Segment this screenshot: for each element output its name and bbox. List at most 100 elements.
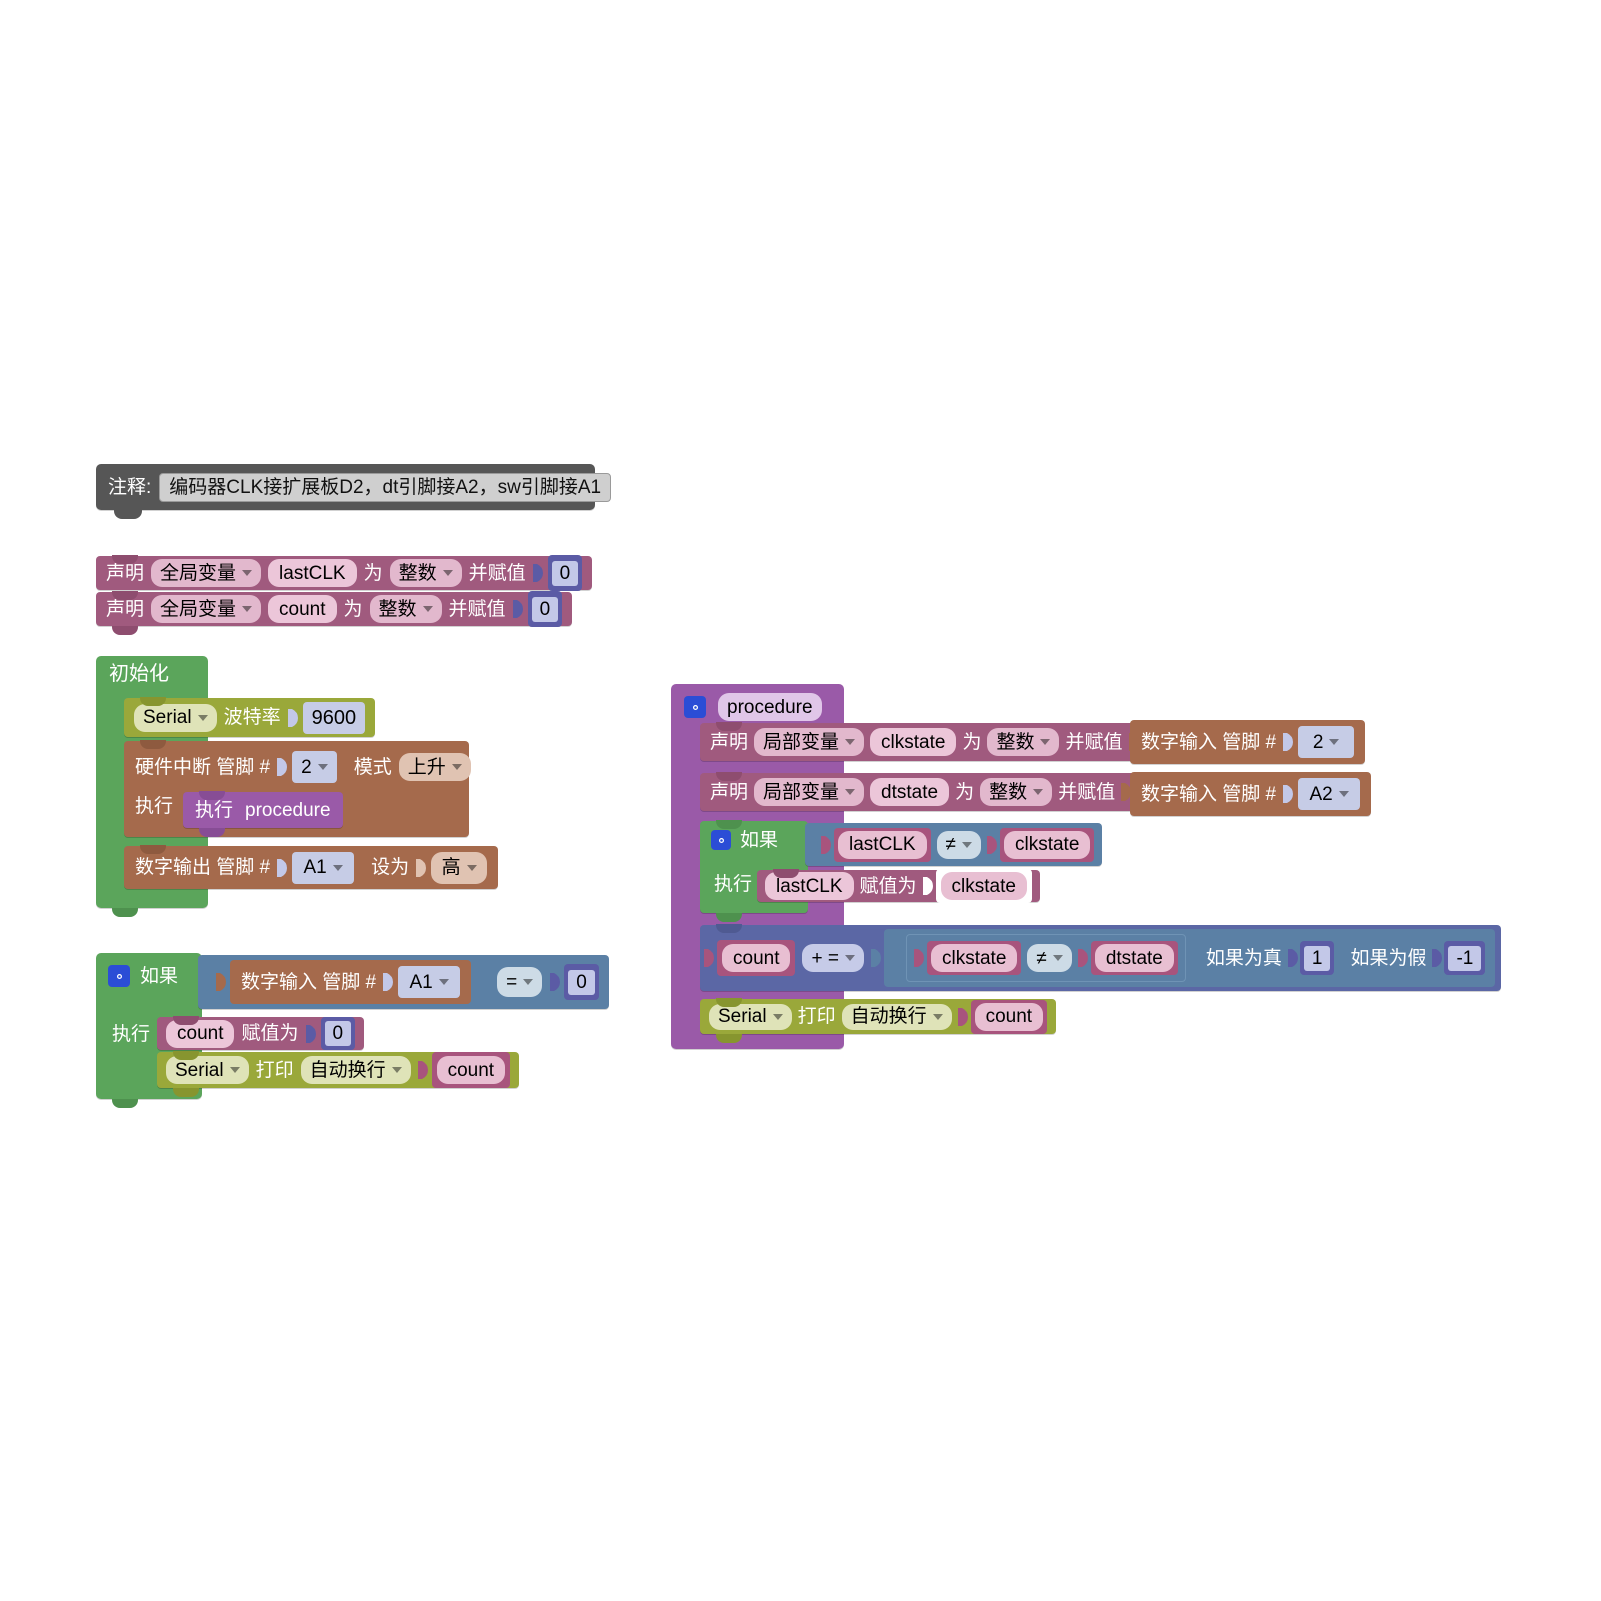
value-block-number[interactable]: 0 [527, 591, 563, 627]
digital-write-state-dropdown[interactable]: 高 [431, 851, 488, 884]
variable-name-field[interactable]: clkstate [1003, 830, 1091, 859]
if-condition-compare-block[interactable]: 数字输入 管脚 # A1 = 0 [198, 955, 609, 1009]
number-field[interactable]: -1 [1448, 945, 1482, 971]
value-plug [512, 600, 523, 618]
serial-print-block[interactable]: Serial 打印 自动换行 count [157, 1051, 520, 1097]
gear-icon[interactable] [711, 830, 731, 850]
value-plug [417, 1061, 428, 1079]
scope-dropdown[interactable]: 局部变量 [754, 728, 865, 756]
comment-block[interactable]: 注释: 编码器CLK接扩展板D2，dt引脚接A2，sw引脚接A1 [96, 464, 612, 519]
chevron-down-icon [422, 606, 433, 612]
variable-name-field[interactable]: lastCLK [838, 830, 927, 859]
type-dropdown[interactable]: 整数 [369, 595, 442, 623]
block-connector-knob [112, 1099, 138, 1108]
interrupt-label: 硬件中断 管脚 # [135, 756, 271, 778]
variable-name-field[interactable]: lastCLK [268, 559, 357, 587]
variable-name-field[interactable]: clkstate [940, 872, 1027, 900]
declare-global-count[interactable]: 声明 全局变量 count 为 整数 并赋值 0 [96, 591, 573, 635]
variable-get-block[interactable]: count [970, 999, 1048, 1034]
serial-port-dropdown[interactable]: Serial [134, 703, 217, 732]
ternary-block[interactable]: clkstate ≠ dtstate [883, 929, 1496, 987]
assign-label: 并赋值 [468, 562, 526, 584]
ternary-condition-block[interactable]: clkstate ≠ dtstate [905, 934, 1186, 982]
print-mode-value: 自动换行 [850, 1006, 927, 1027]
variable-name-field[interactable]: count [268, 595, 337, 623]
number-field[interactable]: 1 [1303, 945, 1331, 971]
scope-dropdown[interactable]: 全局变量 [151, 595, 262, 623]
variable-get-block[interactable]: count [717, 940, 796, 976]
declare-local-dtstate[interactable]: 声明 局部变量 dtstate 为 整数 并赋值 [700, 772, 1142, 811]
number-field[interactable]: 0 [568, 969, 595, 995]
digital-write-block[interactable]: 数字输出 管脚 # A1 设为 高 [124, 845, 499, 889]
variable-name-field[interactable]: clkstate [870, 728, 957, 756]
comparison-operator-dropdown[interactable]: ≠ [1027, 944, 1072, 972]
variable-get-block[interactable]: clkstate [935, 869, 1032, 903]
variable-get-block[interactable]: count [431, 1052, 511, 1088]
digital-read-pin-dropdown[interactable]: A1 [398, 966, 461, 998]
gear-icon[interactable] [684, 696, 706, 718]
value-block-number[interactable]: 0 [564, 964, 599, 1000]
block-connector-knob [112, 555, 138, 564]
digital-read-block-clkstate[interactable]: 数字输入 管脚 # 2 [1130, 720, 1366, 764]
procedure-serial-print-block[interactable]: Serial 打印 自动换行 count [700, 998, 1057, 1043]
baud-label: 波特率 [223, 707, 281, 728]
procedure-name-field[interactable]: procedure [718, 693, 822, 721]
digital-read-block[interactable]: 数字输入 管脚 # A1 [230, 960, 472, 1004]
declare-local-clkstate[interactable]: 声明 局部变量 clkstate 为 整数 并赋值 [700, 722, 1149, 761]
variable-name-field[interactable]: dtstate [870, 778, 950, 806]
hardware-interrupt-block[interactable]: 硬件中断 管脚 # 2 模式 上升 执行 [124, 740, 471, 837]
value-plug [922, 877, 933, 895]
interrupt-pin-dropdown[interactable]: 2 [292, 751, 337, 783]
variable-name-field[interactable]: dtstate [1094, 944, 1174, 972]
digital-read-pin-dropdown[interactable]: 2 [1298, 726, 1355, 758]
comparison-operator-dropdown[interactable]: ≠ [936, 830, 981, 859]
variable-get-block[interactable]: clkstate [999, 827, 1095, 862]
digital-read-block-dtstate[interactable]: 数字输入 管脚 # A2 [1130, 772, 1372, 816]
type-dropdown[interactable]: 整数 [980, 778, 1053, 806]
value-plug [893, 949, 904, 967]
procedure-if-condition-block[interactable]: lastCLK ≠ clkstate [805, 823, 1103, 866]
baud-value-field[interactable]: 9600 [302, 701, 366, 734]
print-mode-dropdown[interactable]: 自动换行 [841, 1003, 952, 1030]
scope-value: 局部变量 [763, 731, 840, 753]
variable-get-block[interactable]: dtstate [1090, 941, 1178, 975]
set-lastclk-block[interactable]: lastCLK 赋值为 clkstate [757, 869, 1040, 903]
variable-get-block[interactable]: lastCLK [834, 827, 931, 862]
type-dropdown[interactable]: 整数 [389, 559, 462, 587]
variable-name-field[interactable]: lastCLK [765, 872, 854, 900]
scope-dropdown[interactable]: 全局变量 [151, 559, 262, 587]
comparison-operator-value: = [506, 971, 518, 993]
print-mode-dropdown[interactable]: 自动换行 [300, 1056, 411, 1084]
number-field[interactable]: 0 [551, 560, 579, 586]
comment-text[interactable]: 编码器CLK接扩展板D2，dt引脚接A2，sw引脚接A1 [159, 472, 612, 502]
variable-name-field[interactable]: count [722, 944, 791, 972]
variable-get-block[interactable]: clkstate [926, 941, 1022, 975]
digital-read-label: 数字输入 管脚 # [1141, 783, 1277, 805]
count-increment-block[interactable]: count + = [700, 924, 1501, 991]
value-block-number-false[interactable]: -1 [1444, 941, 1486, 975]
digital-read-pin-dropdown[interactable]: A2 [1298, 778, 1361, 810]
number-field[interactable]: 0 [324, 1021, 352, 1046]
value-block-number-true[interactable]: 1 [1299, 941, 1335, 975]
call-procedure-block[interactable]: 执行 procedure [183, 791, 343, 837]
number-field[interactable]: 0 [531, 596, 559, 622]
interrupt-mode-dropdown[interactable]: 上升 [398, 753, 471, 781]
digital-write-pin-dropdown[interactable]: A1 [292, 851, 355, 884]
gear-icon[interactable] [108, 965, 130, 987]
variable-name-field[interactable]: count [974, 1002, 1044, 1031]
block-connector-knob [173, 1016, 199, 1025]
type-dropdown[interactable]: 整数 [987, 728, 1060, 756]
value-block-number[interactable]: 0 [547, 555, 583, 591]
increment-operator-dropdown[interactable]: + = [802, 944, 864, 972]
set-count-block[interactable]: count 赋值为 0 [157, 1016, 365, 1050]
variable-name-field[interactable]: count [436, 1056, 506, 1084]
serial-begin-block[interactable]: Serial 波特率 9600 [124, 697, 376, 737]
serial-port-dropdown[interactable]: Serial [709, 1003, 792, 1030]
value-block-number[interactable]: 0 [320, 1017, 356, 1050]
declare-global-lastclk[interactable]: 声明 全局变量 lastCLK 为 整数 并赋值 0 [96, 555, 593, 591]
variable-name-field[interactable]: clkstate [930, 944, 1018, 972]
scope-dropdown[interactable]: 局部变量 [754, 778, 865, 806]
comparison-operator-dropdown[interactable]: = [497, 967, 543, 997]
serial-port-dropdown[interactable]: Serial [166, 1056, 249, 1084]
